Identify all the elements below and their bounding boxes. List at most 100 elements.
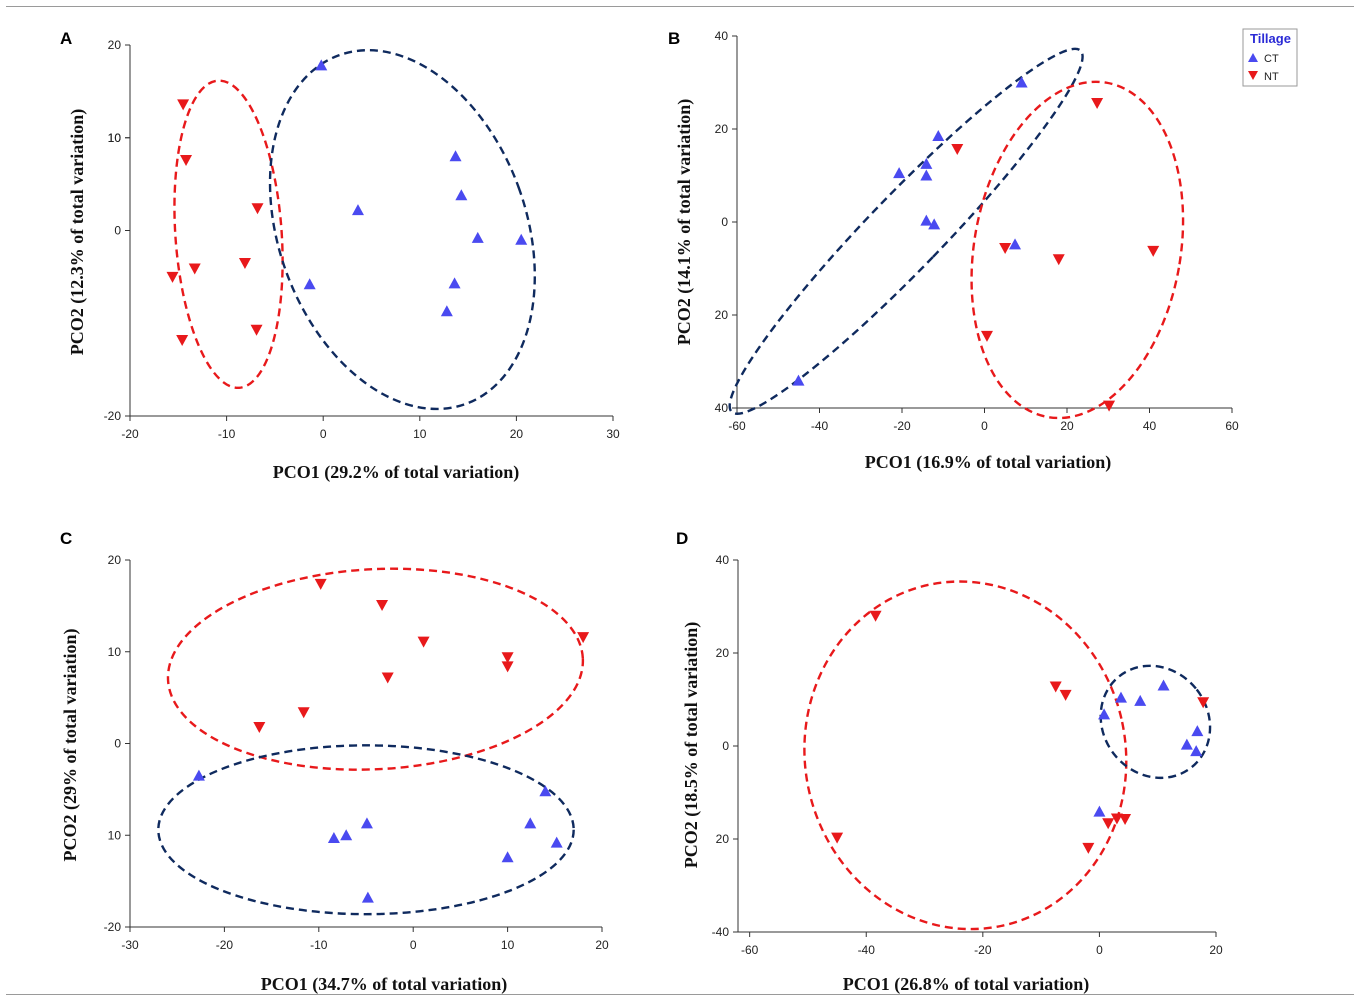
y-tick-label: 40 (715, 401, 729, 415)
point-nt (1102, 818, 1115, 830)
point-ct (539, 785, 552, 797)
point-ct (471, 231, 484, 243)
point-ct (501, 851, 514, 863)
point-nt (1110, 813, 1123, 825)
panel-a: A PCO1 (29.2% of total variation) PCO2 (… (60, 29, 519, 483)
point-ct (340, 829, 353, 841)
y-tick-label: 0 (721, 215, 728, 229)
point-nt (177, 99, 190, 111)
x-axis-label-a: PCO1 (29.2% of total variation) (273, 462, 519, 483)
y-tick-label: 20 (716, 646, 730, 660)
ellipse-ct (728, 47, 1084, 415)
point-ct (932, 129, 945, 141)
point-ct (920, 169, 933, 181)
point-nt (381, 672, 394, 684)
point-ct (455, 189, 468, 201)
x-tick-label: -30 (121, 938, 139, 952)
x-tick-label: -20 (974, 943, 992, 957)
point-nt (869, 610, 882, 622)
point-ct (1134, 694, 1147, 706)
point-ct (327, 832, 340, 844)
x-tick-label: 0 (981, 419, 988, 433)
point-ct (1157, 679, 1170, 691)
point-nt (180, 155, 193, 167)
y-tick-label: -20 (104, 920, 122, 934)
legend-nt-marker-icon (1248, 71, 1258, 80)
point-nt (1147, 245, 1160, 257)
y-tick-label: -40 (712, 925, 730, 939)
point-ct (550, 836, 563, 848)
point-nt (999, 243, 1012, 255)
x-tick-label: -20 (121, 427, 139, 441)
y-tick-label: 20 (715, 308, 729, 322)
point-nt (1091, 97, 1104, 109)
point-ct (1093, 805, 1106, 817)
point-ct (351, 204, 364, 216)
x-tick-label: 60 (1225, 419, 1239, 433)
x-axis-label-d: PCO1 (26.8% of total variation) (843, 974, 1089, 995)
x-tick-label: -60 (741, 943, 759, 957)
ellipse-nt (173, 79, 284, 390)
legend: Tillage CT NT (1242, 28, 1298, 87)
panel-label-d: D (676, 529, 688, 548)
point-ct (893, 167, 906, 179)
legend-nt-label: NT (1264, 71, 1279, 83)
x-tick-label: 20 (1209, 943, 1223, 957)
point-ct (1191, 725, 1204, 737)
point-nt (250, 324, 263, 336)
x-tick-label: 0 (410, 938, 417, 952)
y-tick-label: 10 (108, 131, 122, 145)
point-ct (792, 374, 805, 386)
x-tick-label: -40 (811, 419, 829, 433)
point-nt (376, 599, 389, 611)
panel-label-a: A (60, 29, 72, 48)
point-ct (360, 817, 373, 829)
x-tick-label: -10 (310, 938, 328, 952)
ellipse-ct (268, 49, 536, 411)
y-tick-label: 0 (722, 739, 729, 753)
y-tick-label: 40 (715, 29, 729, 43)
point-nt (238, 257, 251, 269)
legend-ct-label: CT (1264, 53, 1279, 65)
point-ct (1190, 745, 1203, 757)
x-tick-label: 0 (320, 427, 327, 441)
x-tick-label: 0 (1096, 943, 1103, 957)
point-nt (253, 721, 266, 733)
point-nt (1197, 697, 1210, 709)
point-ct (1180, 738, 1193, 750)
x-tick-label: -20 (216, 938, 234, 952)
point-ct (361, 891, 374, 903)
ellipse-nt (803, 580, 1128, 931)
x-tick-label: 10 (501, 938, 515, 952)
point-nt (1059, 689, 1072, 701)
x-tick-label: 20 (1060, 419, 1074, 433)
x-tick-label: 30 (606, 427, 620, 441)
ellipse-nt (166, 567, 585, 771)
point-nt (501, 652, 514, 664)
point-nt (188, 263, 201, 275)
panel-b: B PCO1 (16.9% of total variation) PCO2 (… (668, 29, 1111, 473)
y-tick-label: 20 (108, 553, 122, 567)
x-tick-label: 20 (510, 427, 524, 441)
plot-d: -60 -40 -20 0 20 -40 20 0 20 40 (712, 553, 1223, 957)
point-nt (1052, 254, 1065, 266)
point-ct (448, 277, 461, 289)
point-nt (1049, 681, 1062, 693)
point-nt (951, 143, 964, 155)
point-ct (1098, 708, 1111, 720)
y-tick-label: -20 (104, 409, 122, 423)
plot-b: -60 -40 -20 0 20 40 60 40 20 0 20 40 (715, 29, 1239, 433)
x-tick-label: 10 (413, 427, 427, 441)
legend-ct-marker-icon (1248, 53, 1258, 62)
point-nt (501, 661, 514, 673)
x-axis-label-b: PCO1 (16.9% of total variation) (865, 452, 1111, 473)
point-ct (1009, 238, 1022, 250)
point-nt (297, 707, 310, 719)
point-nt (980, 330, 993, 342)
y-tick-label: 10 (108, 645, 122, 659)
point-ct (303, 278, 316, 290)
ellipse-ct (157, 744, 575, 916)
point-nt (831, 832, 844, 844)
point-ct (1114, 691, 1127, 703)
point-nt (166, 271, 179, 283)
